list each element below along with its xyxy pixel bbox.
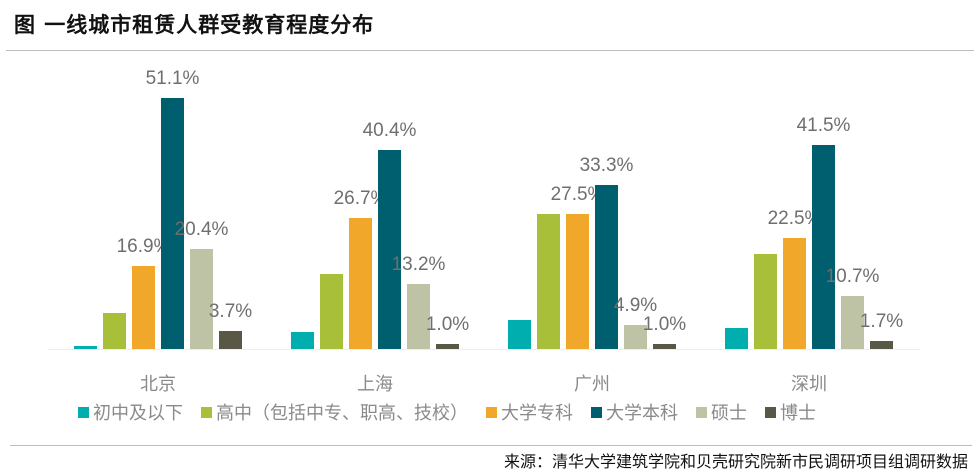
chart-title: 图 一线城市租赁人群受教育程度分布 [14, 12, 375, 37]
legend-item: 博士 [765, 399, 816, 425]
bar [870, 341, 893, 349]
data-label: 3.7% [208, 301, 253, 322]
bar [436, 344, 459, 349]
legend-swatch-icon [765, 406, 776, 418]
data-label: 1.0% [425, 314, 470, 335]
category-label: 上海 [357, 374, 393, 395]
data-label: 40.4% [362, 120, 417, 141]
bar [219, 331, 242, 349]
legend-swatch-icon [591, 406, 602, 418]
bar [624, 325, 647, 349]
legend-item: 高中（包括中专、职高、技校） [201, 399, 468, 425]
legend-swatch-icon [201, 406, 212, 418]
bar [754, 254, 777, 349]
data-label: 4.9% [613, 295, 658, 316]
legend-swatch-icon [696, 406, 707, 418]
bar [812, 145, 835, 349]
bar [132, 266, 155, 349]
category-label: 深圳 [791, 374, 827, 395]
category-label: 北京 [140, 374, 176, 395]
data-label: 1.0% [642, 314, 687, 335]
bar [291, 332, 314, 349]
title-divider [6, 50, 974, 51]
bar [407, 284, 430, 349]
bar [725, 328, 748, 349]
bar [103, 313, 126, 349]
data-label: 26.7% [333, 188, 388, 209]
category-label: 广州 [574, 374, 610, 395]
source-divider [10, 445, 972, 446]
data-label: 27.5% [550, 184, 605, 205]
bar [566, 214, 589, 349]
legend-item: 大学专科 [486, 399, 573, 425]
data-label: 51.1% [145, 68, 200, 89]
legend-label: 博士 [780, 403, 816, 424]
data-label: 1.7% [859, 311, 904, 332]
legend-label: 大学本科 [606, 403, 678, 424]
chart-legend: 初中及以下 高中（包括中专、职高、技校） 大学专科 大学本科 硕士 博士 [78, 399, 834, 425]
bar [653, 344, 676, 349]
legend-label: 硕士 [711, 403, 747, 424]
data-label: 16.9% [116, 236, 171, 257]
legend-label: 高中（包括中专、职高、技校） [216, 403, 468, 424]
legend-swatch-icon [486, 406, 497, 418]
bar [161, 98, 184, 349]
legend-swatch-icon [78, 406, 89, 418]
legend-item: 硕士 [696, 399, 747, 425]
bar [349, 218, 372, 349]
bar [190, 249, 213, 349]
x-axis-baseline [48, 349, 920, 350]
data-label: 41.5% [796, 115, 851, 136]
bar [74, 346, 97, 349]
legend-label: 初中及以下 [93, 403, 183, 424]
bar [841, 296, 864, 349]
data-label: 22.5% [767, 208, 822, 229]
bar [595, 185, 618, 349]
source-note: 来源：清华大学建筑学院和贝壳研究院新市民调研项目组调研数据 [503, 452, 968, 471]
legend-item: 初中及以下 [78, 399, 183, 425]
bar [320, 274, 343, 349]
bar [537, 214, 560, 349]
data-label: 33.3% [579, 155, 634, 176]
bar [508, 320, 531, 349]
legend-label: 大学专科 [501, 403, 573, 424]
data-label: 13.2% [391, 254, 446, 275]
data-label: 10.7% [825, 266, 880, 287]
legend-item: 大学本科 [591, 399, 678, 425]
bar [378, 150, 401, 349]
bar [783, 238, 806, 349]
data-label: 20.4% [174, 219, 229, 240]
